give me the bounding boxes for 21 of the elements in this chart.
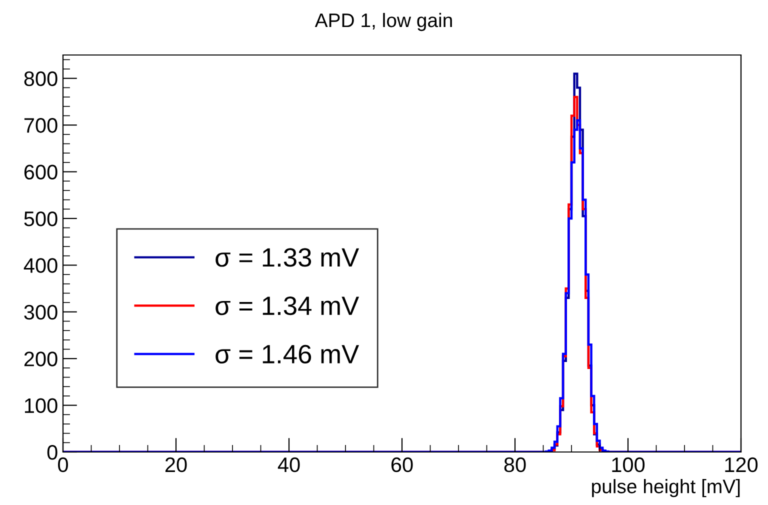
x-tick-label: 20 xyxy=(165,457,187,472)
y-tick-label: 700 xyxy=(24,118,58,133)
y-tick-label: 100 xyxy=(24,398,58,414)
legend-label: σ = 1.46 mV xyxy=(216,344,360,364)
y-tick-label: 800 xyxy=(24,71,58,86)
x-tick-label: 120 xyxy=(725,457,758,472)
x-tick-label: 80 xyxy=(504,457,526,472)
legend-label: σ = 1.33 mV xyxy=(216,248,360,267)
legend-label: σ = 1.34 mV xyxy=(216,296,360,316)
y-tick-label: 600 xyxy=(24,164,58,180)
y-tick-label: 300 xyxy=(24,304,58,320)
x-tick-label: 40 xyxy=(278,457,300,472)
y-tick-label: 500 xyxy=(24,211,58,226)
x-tick-label: 0 xyxy=(58,457,68,472)
x-tick-label: 100 xyxy=(612,457,645,472)
x-axis-title: pulse height [mV] xyxy=(592,479,740,498)
chart-title: APD 1, low gain xyxy=(314,12,452,32)
y-tick-label: 200 xyxy=(24,352,58,366)
x-tick-label: 60 xyxy=(391,457,413,472)
y-tick-label: 400 xyxy=(24,258,58,273)
y-tick-label: 0 xyxy=(47,445,58,460)
